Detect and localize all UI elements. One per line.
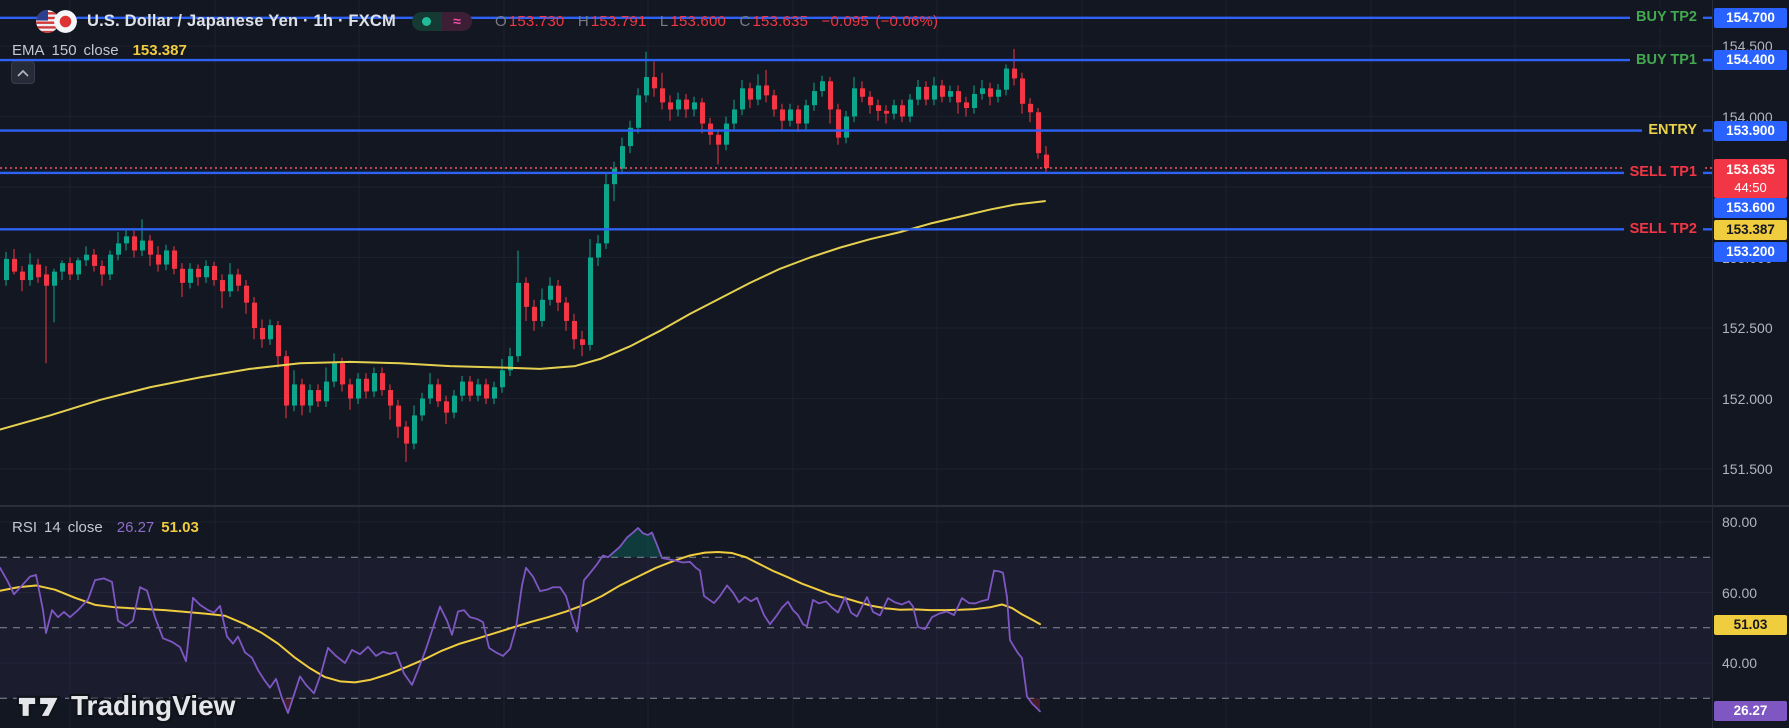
rsi-name: RSI — [12, 518, 38, 536]
price-axis-panel[interactable] — [1712, 0, 1789, 728]
level-label-sell-tp2[interactable]: SELL TP2 — [1623, 218, 1703, 240]
delayed-data-icon[interactable]: ≈ — [441, 11, 472, 31]
ohlc-open-label: O — [494, 12, 507, 30]
level-label-buy-tp2[interactable]: BUY TP2 — [1630, 7, 1703, 29]
rsi-ma-line — [0, 550, 1041, 684]
change-percent: (−0.06%) — [875, 12, 939, 30]
ohlc-open-value: 153.730 — [508, 12, 565, 30]
bar-countdown: 44:50 — [1734, 180, 1767, 195]
ohlc-high-value: 153.791 — [590, 12, 647, 30]
ema-name: EMA — [12, 41, 45, 59]
level-label-sell-tp1[interactable]: SELL TP1 — [1623, 162, 1703, 184]
level-label-entry[interactable]: ENTRY — [1642, 120, 1703, 142]
ema-param: 150 — [51, 41, 77, 59]
market-status-pill: ≈ — [411, 11, 472, 31]
tradingview-logo[interactable]: TradingView — [16, 690, 235, 722]
tradingview-logo-text: TradingView — [71, 690, 236, 721]
rsi-band — [0, 557, 1712, 699]
price-axis-label: 26.27 — [1714, 701, 1787, 721]
last-price-label: 153.635 44:50 — [1714, 159, 1787, 198]
symbol-flags — [36, 9, 77, 33]
ohlc-close-value: 153.635 — [752, 12, 809, 30]
price-axis-label: 153.387 — [1714, 220, 1787, 240]
change-value: −0.095 — [821, 12, 869, 30]
us-flag-icon — [36, 9, 59, 33]
rsi-oversold-fill — [282, 698, 293, 714]
ema-value: 153.387 — [132, 41, 187, 59]
rsi-axis-tick: 40.00 — [1722, 655, 1758, 671]
rsi-ma-value: 51.03 — [161, 518, 199, 536]
collapse-pane-button[interactable] — [11, 61, 35, 84]
rsi-axis-tick: 80.00 — [1722, 514, 1758, 530]
rsi-param: 14 — [44, 518, 61, 536]
rsi-value: 26.27 — [116, 518, 155, 536]
price-axis-label: 153.600 — [1714, 198, 1787, 218]
rsi-legend[interactable]: RSI 14 close 26.27 51.03 — [12, 517, 206, 537]
ohlc-low-value: 153.600 — [670, 12, 727, 30]
jp-flag-icon — [54, 9, 77, 33]
symbol-title[interactable]: U.S. Dollar / Japanese Yen · 1h · FXCM — [87, 11, 396, 30]
ema-legend[interactable]: EMA 150 close 153.387 — [12, 40, 194, 60]
ohlc-high-label: H — [577, 12, 589, 30]
candles — [4, 48, 1049, 462]
chevron-up-icon — [17, 69, 29, 76]
price-axis-label: 153.900 — [1714, 121, 1787, 141]
price-axis-tick: 152.000 — [1722, 390, 1773, 407]
ohlc-low-label: L — [659, 12, 669, 30]
rsi-line — [0, 527, 1041, 714]
price-axis-label: 153.200 — [1714, 242, 1787, 262]
rsi-axis-tick: 60.00 — [1722, 584, 1758, 601]
price-axis-label: 51.03 — [1714, 615, 1787, 635]
price-axis-label: 154.400 — [1714, 50, 1787, 70]
market-open-dot-icon[interactable] — [411, 11, 442, 31]
ohlc-close-label: C — [739, 12, 751, 30]
price-axis-label: 154.700 — [1714, 8, 1787, 28]
level-label-buy-tp1[interactable]: BUY TP1 — [1630, 49, 1703, 71]
price-axis-tick: 151.500 — [1722, 461, 1773, 477]
price-axis-tick: 154.000 — [1722, 108, 1773, 125]
tradingview-logo-icon — [16, 695, 61, 719]
price-axis-tick: 152.500 — [1722, 320, 1773, 336]
ema-line — [0, 200, 1046, 431]
ohlc-readout: O 153.730 H 153.791 L 153.600 C 153.635 −0.0… — [486, 13, 938, 30]
last-price-value: 153.635 — [1726, 162, 1775, 177]
ema-source: close — [83, 41, 119, 59]
rsi-source: close — [67, 518, 103, 536]
